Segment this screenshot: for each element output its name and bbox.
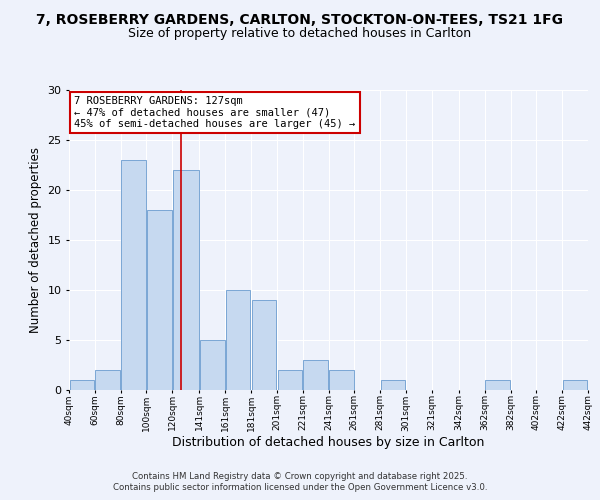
Text: Contains HM Land Registry data © Crown copyright and database right 2025.: Contains HM Land Registry data © Crown c… [132,472,468,481]
Text: 7, ROSEBERRY GARDENS, CARLTON, STOCKTON-ON-TEES, TS21 1FG: 7, ROSEBERRY GARDENS, CARLTON, STOCKTON-… [37,12,563,26]
Bar [95,370,120,390]
Bar [121,160,146,390]
Y-axis label: Number of detached properties: Number of detached properties [29,147,41,333]
Text: 7 ROSEBERRY GARDENS: 127sqm
← 47% of detached houses are smaller (47)
45% of sem: 7 ROSEBERRY GARDENS: 127sqm ← 47% of det… [74,96,355,129]
Bar [304,360,328,390]
X-axis label: Distribution of detached houses by size in Carlton: Distribution of detached houses by size … [172,436,485,449]
Bar [147,210,172,390]
Bar [200,340,224,390]
Text: Contains public sector information licensed under the Open Government Licence v3: Contains public sector information licen… [113,484,487,492]
Bar [251,300,276,390]
Bar [278,370,302,390]
Bar [485,380,510,390]
Bar [173,170,199,390]
Bar [381,380,406,390]
Bar [329,370,353,390]
Bar [226,290,250,390]
Bar [563,380,587,390]
Text: Size of property relative to detached houses in Carlton: Size of property relative to detached ho… [128,28,472,40]
Bar [70,380,94,390]
